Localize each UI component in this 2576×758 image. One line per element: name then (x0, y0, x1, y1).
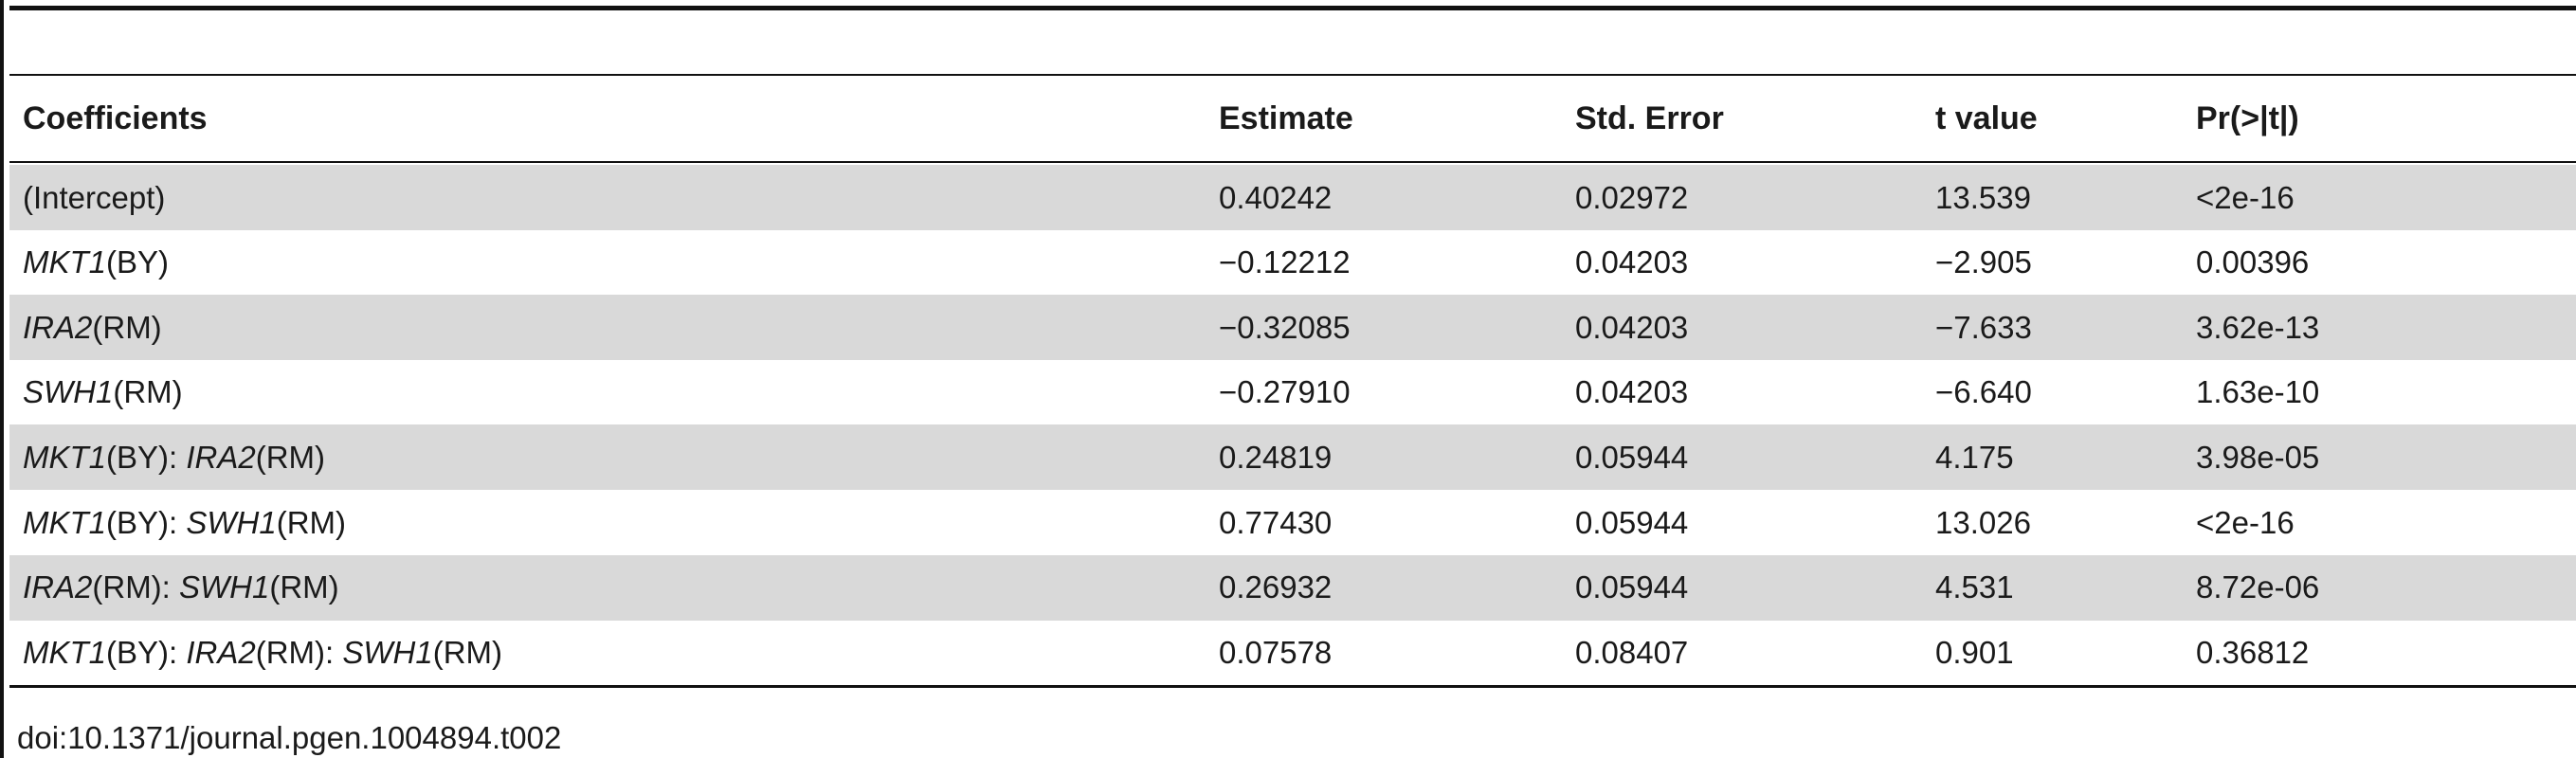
coefficient-text-segment: (RM) (269, 569, 339, 605)
std-error-cell: 0.02972 (1575, 179, 1689, 215)
table-row: MKT1 (BY): SWH1 (RM) 0.77430 0.05944 13.026 <2… (9, 490, 2576, 555)
coefficient-cell: MKT1 (BY): IRA2 (RM) (23, 424, 325, 490)
t-value-cell: 13.026 (1935, 504, 2031, 540)
coefficient-cell: MKT1 (BY) (23, 230, 169, 296)
p-value-cell: 0.00396 (2196, 244, 2310, 280)
estimate-cell: −0.32085 (1219, 309, 1351, 345)
coefficient-text-segment: SWH1 (186, 504, 277, 540)
t-value-cell: 4.175 (1935, 439, 2014, 475)
p-value-cell: 3.62e-13 (2196, 309, 2320, 345)
coefficient-text-segment: (RM): (255, 634, 343, 670)
coefficient-text-segment: SWH1 (23, 374, 114, 410)
p-value-cell: 3.98e-05 (2196, 439, 2320, 475)
t-value-cell: −2.905 (1935, 244, 2032, 280)
coefficient-cell: IRA2 (RM) (23, 295, 162, 360)
coefficient-text-segment: IRA2 (186, 439, 256, 475)
std-error-cell: 0.04203 (1575, 244, 1689, 280)
coefficient-cell: SWH1 (RM) (23, 360, 183, 425)
table-row: IRA2 (RM) −0.32085 0.04203 −7.633 3.62e-13 (9, 295, 2576, 361)
coefficient-text-segment: MKT1 (23, 634, 107, 670)
p-value-cell: 1.63e-10 (2196, 374, 2320, 410)
std-error-cell: 0.05944 (1575, 439, 1689, 475)
coefficient-cell: MKT1 (BY): IRA2 (RM): SWH1 (RM) (23, 620, 502, 685)
coefficient-text-segment: MKT1 (23, 439, 107, 475)
coefficient-text-segment: (RM) (276, 504, 347, 540)
coefficient-text-segment: IRA2 (23, 569, 93, 605)
header-p-value: Pr(>|t|) (2196, 100, 2299, 136)
p-value-cell: <2e-16 (2196, 179, 2295, 215)
coefficient-text-segment: IRA2 (23, 309, 93, 345)
left-border-rule (0, 0, 4, 758)
coefficient-text-segment: SWH1 (179, 569, 270, 605)
table-bottom-rule (9, 685, 2576, 688)
doi-caption: doi:10.1371/journal.pgen.1004894.t002 (17, 720, 562, 755)
table-row: SWH1 (RM) −0.27910 0.04203 −6.640 1.63e-10 (9, 360, 2576, 425)
coefficient-text-segment: (RM): (92, 569, 180, 605)
estimate-cell: −0.27910 (1219, 374, 1351, 410)
t-value-cell: 4.531 (1935, 569, 2014, 605)
table-row: IRA2 (RM): SWH1 (RM) 0.26932 0.05944 4.531 8.7… (9, 554, 2576, 621)
coefficient-text-segment: (BY): (106, 439, 187, 475)
estimate-cell: 0.77430 (1219, 504, 1333, 540)
std-error-cell: 0.05944 (1575, 569, 1689, 605)
coefficient-text-segment: (RM) (255, 439, 326, 475)
coefficient-text-segment: (RM) (432, 634, 503, 670)
estimate-cell: −0.12212 (1219, 244, 1351, 280)
header-coefficients: Coefficients (23, 100, 208, 136)
estimate-cell: 0.24819 (1219, 439, 1333, 475)
t-value-cell: 13.539 (1935, 179, 2031, 215)
coefficient-text-segment: SWH1 (342, 634, 433, 670)
p-value-cell: 8.72e-06 (2196, 569, 2320, 605)
header-bottom-rule (9, 161, 2576, 163)
header-std-error: Std. Error (1575, 100, 1724, 136)
estimate-cell: 0.40242 (1219, 179, 1333, 215)
coefficient-text-segment: (BY): (106, 504, 187, 540)
coefficient-cell: (Intercept) (23, 165, 165, 230)
coefficient-text-segment: (RM) (113, 374, 183, 410)
top-rule (9, 6, 2576, 10)
std-error-cell: 0.04203 (1575, 309, 1689, 345)
coefficient-text-segment: (RM) (92, 309, 162, 345)
coefficient-text-segment: IRA2 (186, 634, 256, 670)
estimate-cell: 0.07578 (1219, 634, 1333, 670)
t-value-cell: −6.640 (1935, 374, 2032, 410)
p-value-cell: 0.36812 (2196, 634, 2310, 670)
coefficient-text-segment: (Intercept) (23, 179, 166, 215)
std-error-cell: 0.04203 (1575, 374, 1689, 410)
table-row: (Intercept) 0.40242 0.02972 13.539 <2e-16 (9, 165, 2576, 230)
table-row: MKT1 (BY): IRA2 (RM): SWH1 (RM) 0.07578 0.084… (9, 620, 2576, 685)
coefficient-text-segment: (BY): (106, 634, 187, 670)
header-t-value: t value (1935, 100, 2038, 136)
estimate-cell: 0.26932 (1219, 569, 1333, 605)
coefficient-cell: MKT1 (BY): SWH1 (RM) (23, 490, 346, 555)
std-error-cell: 0.05944 (1575, 504, 1689, 540)
t-value-cell: −7.633 (1935, 309, 2032, 345)
coefficient-text-segment: MKT1 (23, 244, 107, 280)
coefficient-text-segment: MKT1 (23, 504, 107, 540)
coefficient-text-segment: (BY) (106, 244, 170, 280)
t-value-cell: 0.901 (1935, 634, 2014, 670)
std-error-cell: 0.08407 (1575, 634, 1689, 670)
p-value-cell: <2e-16 (2196, 504, 2295, 540)
table-row: MKT1 (BY): IRA2 (RM) 0.24819 0.05944 4.175 3.9… (9, 424, 2576, 491)
table-header-row: Coefficients Estimate Std. Error t value… (9, 86, 2576, 152)
header-top-rule (9, 74, 2576, 76)
table-row: MKT1 (BY) −0.12212 0.04203 −2.905 0.00396 (9, 230, 2576, 296)
coefficient-cell: IRA2 (RM): SWH1 (RM) (23, 555, 339, 621)
header-estimate: Estimate (1219, 100, 1353, 136)
